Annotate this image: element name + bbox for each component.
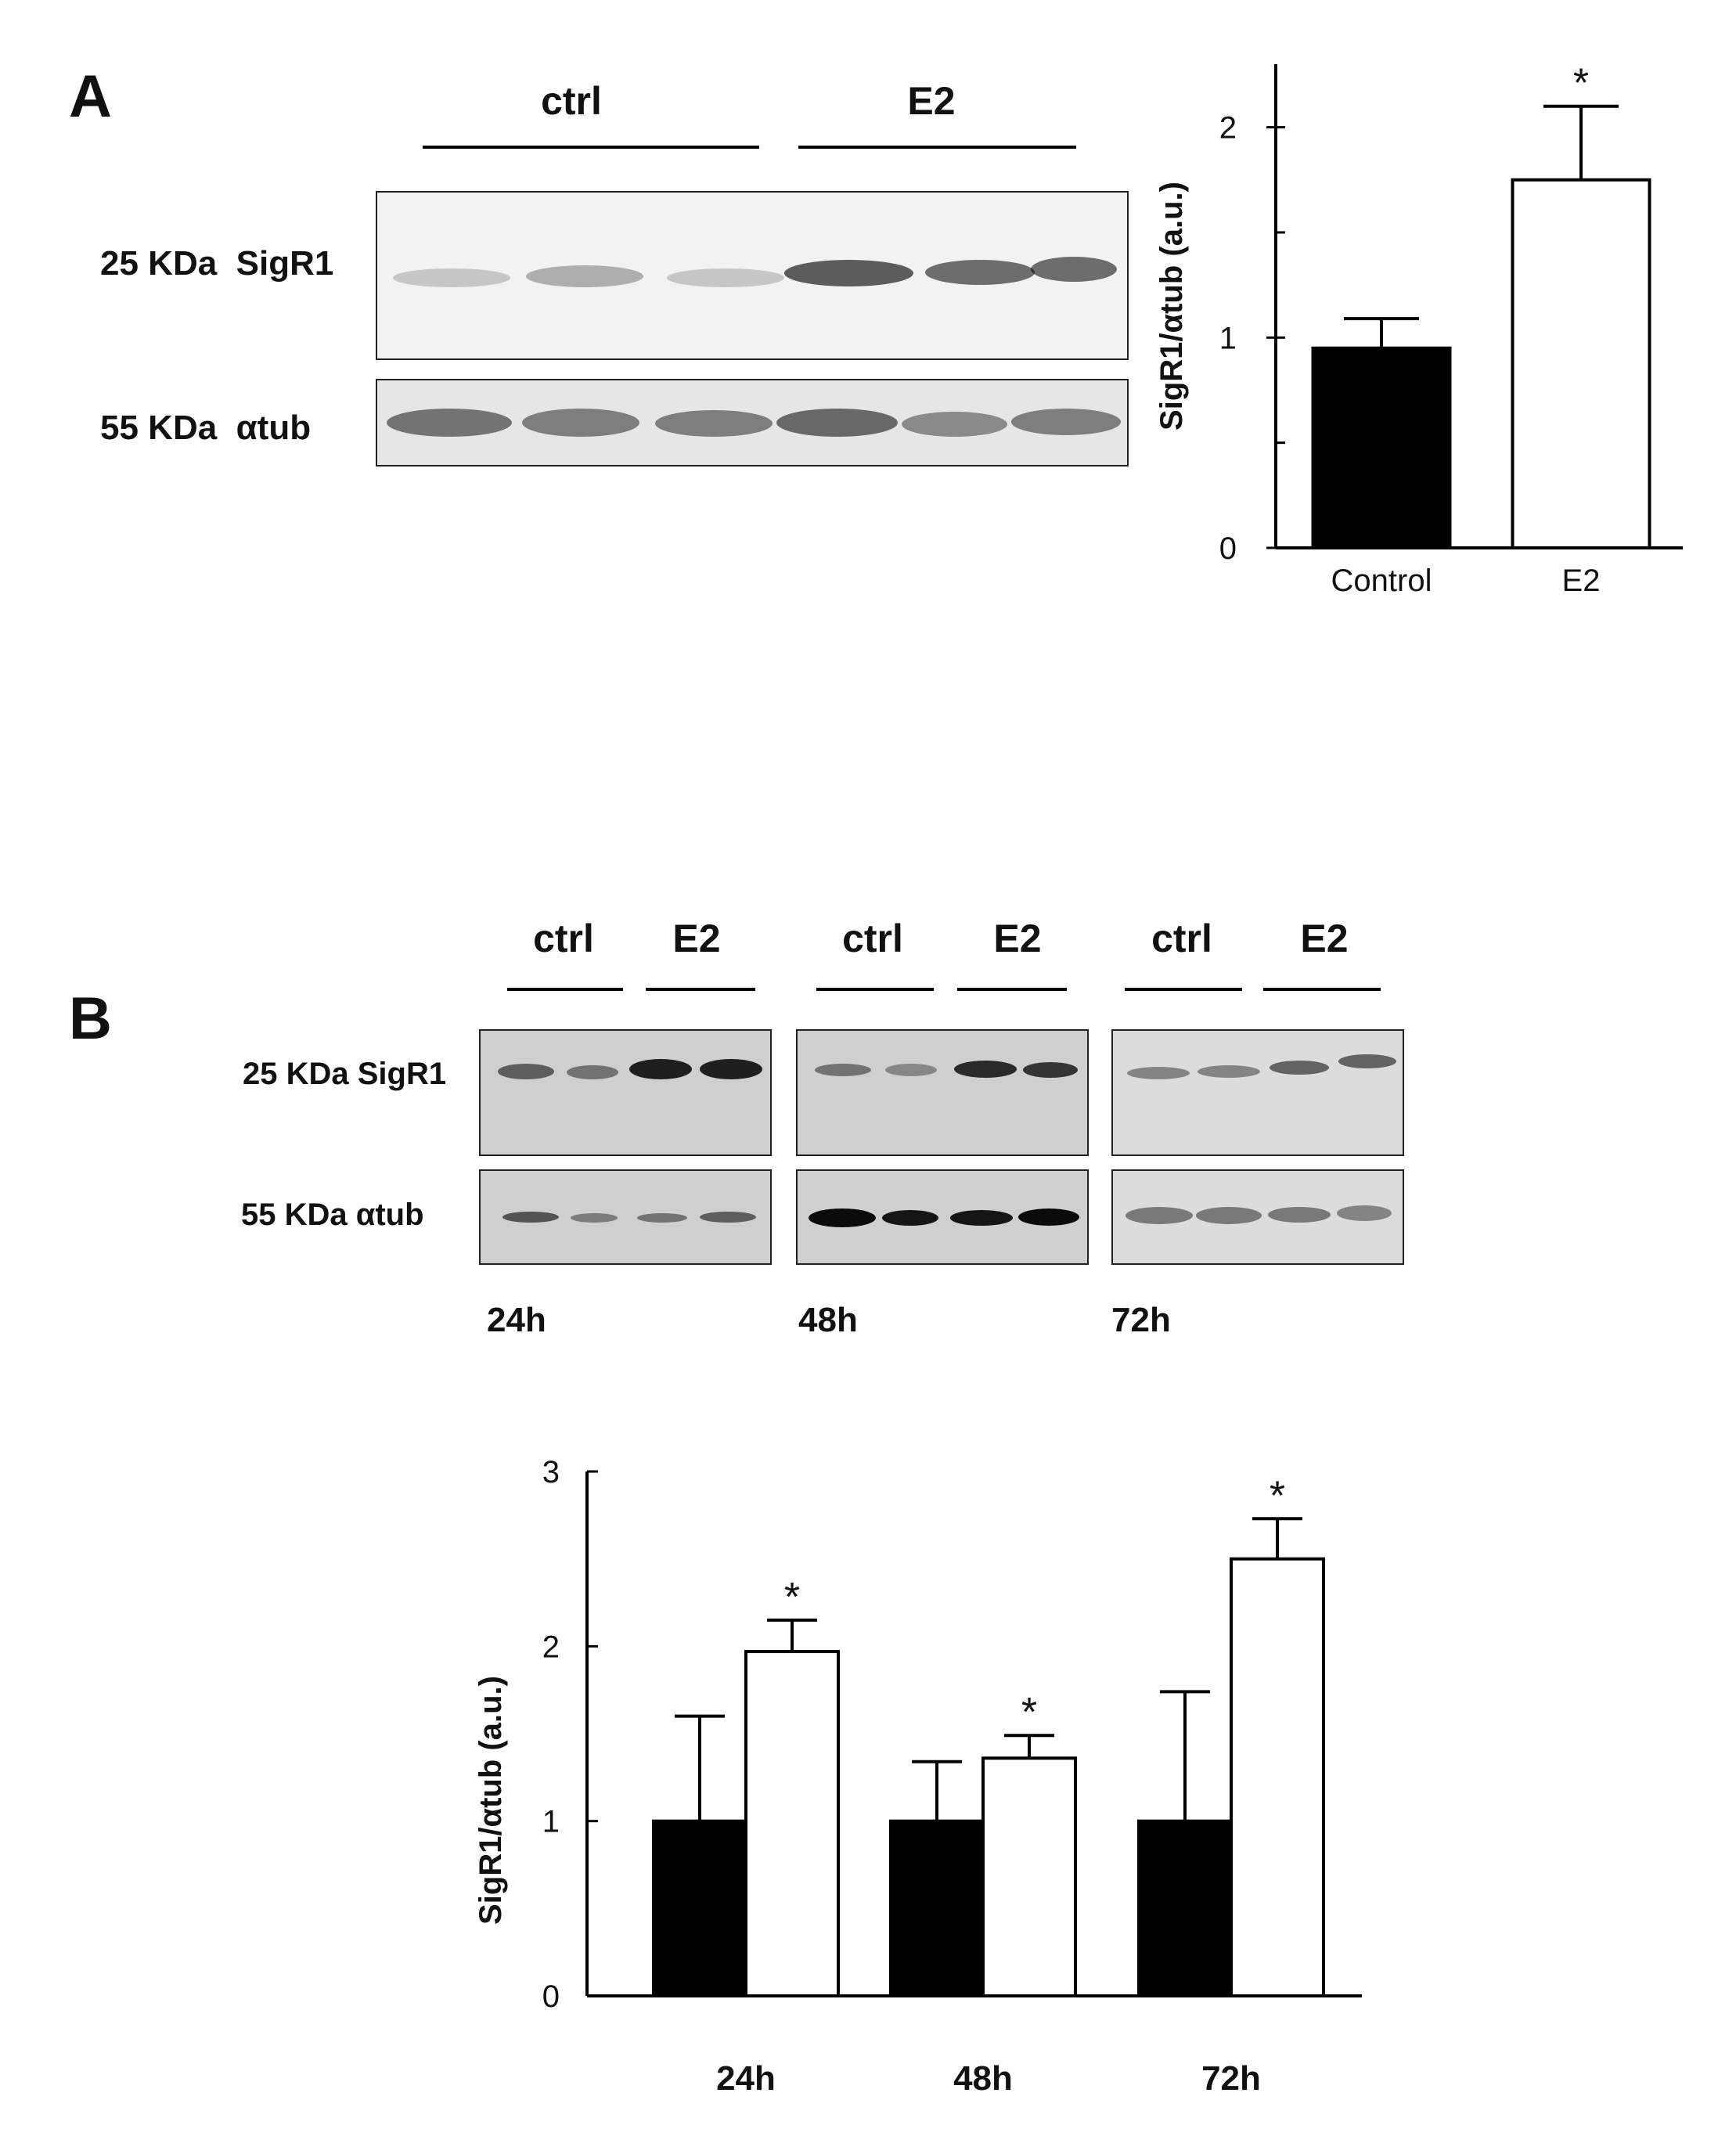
blot-band bbox=[1126, 1207, 1193, 1224]
y-tick-label: 1 bbox=[1219, 321, 1237, 355]
blot-band bbox=[784, 260, 913, 286]
blot-band bbox=[950, 1210, 1013, 1226]
y-tick-label: 2 bbox=[1219, 111, 1237, 146]
blot-band bbox=[815, 1064, 871, 1076]
western-blot-sigr1-24h bbox=[479, 1029, 772, 1156]
y-tick-label: 0 bbox=[542, 1979, 560, 2014]
blot-band bbox=[1127, 1067, 1190, 1079]
y-tick-label: 1 bbox=[542, 1805, 560, 1839]
blot-band bbox=[809, 1208, 876, 1227]
group-label-e2: E2 bbox=[672, 917, 721, 960]
significance-marker: * bbox=[1021, 1690, 1037, 1735]
western-blot-tubulin bbox=[376, 379, 1129, 466]
group-label-e2: E2 bbox=[1300, 917, 1349, 960]
blot-band bbox=[1023, 1062, 1078, 1078]
bar-chart-panel-a: 0 1 2 Control E2 * SigR1/αtub (a.u.) bbox=[1154, 61, 1683, 598]
y-tick-label: 3 bbox=[542, 1455, 560, 1489]
x-tick-label: 48h bbox=[953, 2059, 1013, 2098]
blot-band bbox=[1011, 409, 1121, 435]
bar bbox=[1230, 1557, 1325, 1997]
group-bar-e2 bbox=[646, 988, 755, 991]
blot-band bbox=[393, 268, 510, 287]
blot-band bbox=[1270, 1061, 1329, 1075]
blot-band bbox=[700, 1059, 762, 1079]
blot-band bbox=[522, 409, 639, 437]
y-tick-label: 0 bbox=[1219, 531, 1237, 566]
group-bar-e2 bbox=[1263, 988, 1381, 991]
blot-band bbox=[502, 1212, 559, 1223]
blot-band bbox=[526, 265, 643, 287]
blot-band bbox=[637, 1213, 687, 1223]
x-tick-label: Control bbox=[1331, 564, 1432, 598]
group-bar-ctrl bbox=[816, 988, 934, 991]
panel-a-label: A bbox=[69, 63, 112, 130]
group-bar-ctrl bbox=[423, 146, 759, 149]
blot-band bbox=[387, 409, 512, 437]
blot-label-tubulin: 55 KDa αtub bbox=[241, 1198, 424, 1232]
significance-marker: * bbox=[1270, 1473, 1285, 1518]
western-blot-tubulin-48h bbox=[796, 1169, 1089, 1265]
y-axis-label: SigR1/αtub (a.u.) bbox=[1154, 182, 1189, 430]
bar-chart-panel-b: 0 1 2 3 * 24h * 48h * 72h SigR1/αtub (a.u.) bbox=[474, 1455, 1362, 2098]
western-blot-sigr1 bbox=[376, 191, 1129, 360]
blot-band bbox=[571, 1213, 618, 1223]
significance-marker: * bbox=[784, 1575, 800, 1620]
group-label-e2: E2 bbox=[907, 79, 956, 123]
blot-band bbox=[1337, 1205, 1392, 1221]
blot-band bbox=[954, 1061, 1017, 1078]
blot-band bbox=[776, 409, 898, 437]
blot-band bbox=[629, 1059, 692, 1079]
blot-band bbox=[567, 1065, 618, 1079]
timepoint-label: 24h bbox=[487, 1301, 546, 1339]
y-axis-label: SigR1/αtub (a.u.) bbox=[474, 1676, 508, 1925]
blot-band bbox=[1031, 257, 1117, 282]
blot-band bbox=[925, 260, 1035, 285]
western-blot-sigr1-48h bbox=[796, 1029, 1089, 1156]
blot-band bbox=[882, 1210, 938, 1226]
timepoint-label: 48h bbox=[798, 1301, 858, 1339]
group-bar-e2 bbox=[957, 988, 1067, 991]
significance-marker: * bbox=[1573, 61, 1589, 106]
bar bbox=[1511, 178, 1651, 549]
blot-band bbox=[885, 1064, 937, 1076]
blot-band bbox=[1338, 1054, 1396, 1068]
western-blot-tubulin-72h bbox=[1111, 1169, 1404, 1265]
blot-band bbox=[655, 410, 773, 437]
bar bbox=[744, 1650, 840, 1997]
timepoint-label: 72h bbox=[1111, 1301, 1171, 1339]
group-label-e2: E2 bbox=[993, 917, 1042, 960]
blot-label-sigr1: 25 KDa SigR1 bbox=[243, 1057, 447, 1091]
group-label-ctrl: ctrl bbox=[533, 917, 594, 960]
bar bbox=[981, 1756, 1077, 1997]
bar bbox=[652, 1819, 747, 1997]
group-bar-e2 bbox=[798, 146, 1076, 149]
group-label-ctrl: ctrl bbox=[541, 79, 602, 123]
blot-band bbox=[1198, 1065, 1260, 1078]
blot-band bbox=[902, 412, 1007, 437]
blot-band bbox=[1018, 1208, 1079, 1226]
western-blot-sigr1-72h bbox=[1111, 1029, 1404, 1156]
group-label-ctrl: ctrl bbox=[1151, 917, 1212, 960]
group-bar-ctrl bbox=[1125, 988, 1242, 991]
bar bbox=[1311, 346, 1452, 549]
group-bar-ctrl bbox=[507, 988, 623, 991]
blot-label-sigr1: 25 KDa SigR1 bbox=[100, 244, 334, 283]
blot-band bbox=[667, 268, 784, 287]
x-tick-label: 72h bbox=[1201, 2059, 1261, 2098]
group-label-ctrl: ctrl bbox=[842, 917, 903, 960]
x-tick-label: E2 bbox=[1562, 564, 1601, 598]
bar bbox=[889, 1819, 985, 1997]
western-blot-tubulin-24h bbox=[479, 1169, 772, 1265]
panel-b-label: B bbox=[69, 985, 112, 1052]
y-tick-label: 2 bbox=[542, 1630, 560, 1664]
blot-band bbox=[700, 1212, 756, 1223]
blot-band bbox=[498, 1064, 554, 1079]
blot-label-tubulin: 55 KDa αtub bbox=[100, 409, 312, 447]
bar bbox=[1137, 1819, 1233, 1997]
blot-band bbox=[1268, 1207, 1331, 1223]
x-tick-label: 24h bbox=[716, 2059, 776, 2098]
blot-band bbox=[1196, 1207, 1262, 1224]
